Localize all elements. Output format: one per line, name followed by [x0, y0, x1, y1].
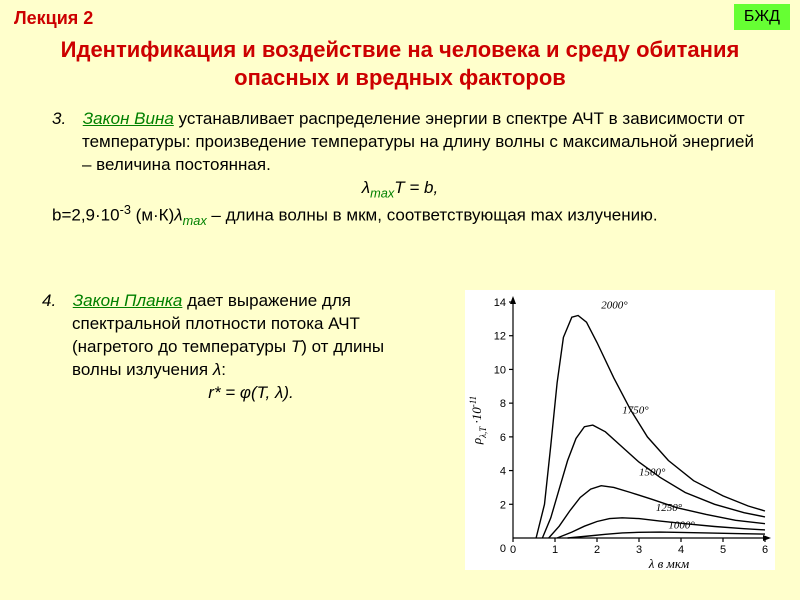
item-4-text-3: : [221, 360, 226, 379]
formula-sub-max: max [370, 185, 394, 200]
lambda-symbol: λ [174, 206, 182, 225]
planck-law-name: Закон Планка [73, 291, 183, 310]
svg-text:1: 1 [552, 544, 558, 556]
planck-chart: 012345624681012140λ в мкмρλ,T ·10-112000… [465, 290, 775, 570]
item-3-text: устанавливает распределение энергии в сп… [82, 109, 754, 174]
svg-text:0: 0 [500, 543, 506, 555]
svg-text:6: 6 [500, 432, 506, 444]
svg-text:5: 5 [720, 544, 726, 556]
item-4-number: 4. [42, 290, 68, 313]
svg-text:6: 6 [762, 544, 768, 556]
svg-text:3: 3 [636, 544, 642, 556]
formula-rhs: T = b, [394, 178, 438, 197]
course-badge: БЖД [734, 4, 790, 30]
svg-text:ρλ,T ·10-11: ρλ,T ·10-11 [468, 396, 488, 445]
b-prefix: b=2,9·10 [52, 206, 120, 225]
svg-text:1250°: 1250° [656, 502, 683, 514]
svg-text:λ в мкм: λ в мкм [648, 556, 689, 570]
item-3-b-line: b=2,9·10-3 (м·К)λmax – длина волны в мкм… [40, 201, 760, 229]
wien-law-name: Закон Вина [83, 109, 174, 128]
item-3: 3. Закон Вина устанавливает распределени… [40, 108, 760, 230]
svg-text:1000°: 1000° [668, 520, 695, 532]
wien-formula: λmaxT = b, [40, 177, 760, 202]
b-exp: -3 [120, 202, 131, 217]
svg-text:2: 2 [594, 544, 600, 556]
item-3-text-2: – длина волны в мкм, соответствующая max… [207, 206, 658, 225]
svg-text:2000°: 2000° [601, 300, 628, 312]
lambda-var: λ [213, 360, 221, 379]
svg-text:4: 4 [678, 544, 684, 556]
svg-text:2: 2 [500, 499, 506, 511]
item-4: 4. Закон Планка дает выражение для спект… [40, 290, 430, 405]
lambda-sub: max [183, 213, 207, 228]
svg-text:1750°: 1750° [622, 404, 649, 416]
page-title: Идентификация и воздействие на человека … [40, 36, 760, 91]
svg-text:1500°: 1500° [639, 467, 666, 479]
svg-text:8: 8 [500, 398, 506, 410]
svg-text:4: 4 [500, 466, 506, 478]
planck-formula: r* = φ(T, λ). [40, 382, 430, 405]
svg-text:0: 0 [510, 544, 516, 556]
lecture-label: Лекция 2 [14, 8, 93, 29]
b-unit: (м·К) [131, 206, 174, 225]
svg-text:14: 14 [494, 297, 506, 309]
item-3-number: 3. [52, 108, 78, 131]
svg-text:10: 10 [494, 364, 506, 376]
formula-lambda: λ [362, 178, 370, 197]
t-var: T [291, 337, 301, 356]
svg-text:12: 12 [494, 331, 506, 343]
